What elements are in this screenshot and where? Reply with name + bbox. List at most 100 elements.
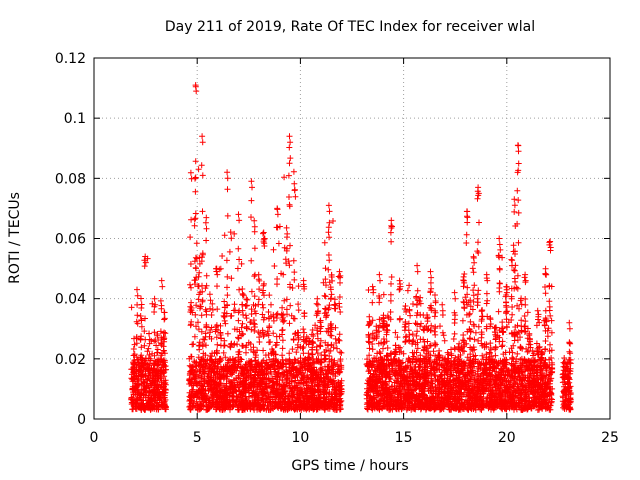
data-point xyxy=(152,301,159,308)
data-point xyxy=(260,229,267,236)
data-point xyxy=(251,245,258,252)
data-point xyxy=(199,254,205,261)
data-point xyxy=(248,288,255,295)
data-point xyxy=(427,279,434,286)
data-point xyxy=(287,242,293,249)
data-point xyxy=(155,373,162,380)
data-point xyxy=(198,162,205,169)
data-point xyxy=(431,313,438,320)
data-point xyxy=(251,293,258,300)
data-point xyxy=(154,381,161,388)
data-point xyxy=(203,342,209,349)
data-point xyxy=(146,388,153,395)
data-point xyxy=(188,284,194,291)
data-point xyxy=(199,172,206,179)
data-point xyxy=(141,380,148,387)
data-point xyxy=(285,172,292,179)
data-point xyxy=(187,400,194,407)
data-point xyxy=(436,347,443,354)
data-point xyxy=(414,268,421,275)
data-point xyxy=(406,282,413,289)
data-point xyxy=(142,259,149,266)
data-point xyxy=(214,341,221,348)
data-point xyxy=(483,290,490,297)
data-point xyxy=(337,279,343,286)
data-point xyxy=(161,399,168,406)
data-point xyxy=(209,306,216,313)
data-point xyxy=(484,313,491,320)
data-point xyxy=(255,271,262,278)
data-point xyxy=(328,291,335,298)
data-point xyxy=(377,277,383,284)
data-point xyxy=(317,343,323,350)
data-point xyxy=(199,343,206,350)
data-point xyxy=(196,254,203,261)
data-point xyxy=(221,232,228,239)
data-point xyxy=(325,202,332,209)
data-point xyxy=(256,339,263,345)
data-point xyxy=(321,292,328,299)
data-point xyxy=(154,349,160,356)
data-point xyxy=(279,352,286,359)
data-point xyxy=(243,302,250,309)
data-point xyxy=(405,320,412,327)
data-point xyxy=(313,300,320,307)
data-point xyxy=(248,311,255,317)
data-point xyxy=(221,342,228,349)
data-point xyxy=(187,406,194,413)
data-point xyxy=(366,345,373,352)
data-point xyxy=(224,292,231,299)
data-point xyxy=(469,265,476,272)
data-point xyxy=(388,274,395,280)
data-point xyxy=(144,376,151,383)
data-point xyxy=(160,388,167,395)
data-point xyxy=(266,292,273,299)
data-point xyxy=(338,349,345,356)
data-point xyxy=(137,404,143,411)
data-point xyxy=(188,394,195,401)
data-point xyxy=(475,239,481,246)
data-point xyxy=(151,309,158,315)
data-point xyxy=(451,330,458,337)
data-point xyxy=(161,347,167,354)
data-point xyxy=(336,331,343,338)
data-point xyxy=(301,310,308,316)
data-point xyxy=(214,271,221,278)
data-point xyxy=(284,230,291,237)
data-point xyxy=(137,396,144,403)
data-point xyxy=(195,326,202,333)
data-point xyxy=(157,328,164,335)
data-point xyxy=(384,345,391,351)
data-point xyxy=(389,223,395,230)
data-point xyxy=(239,320,246,327)
data-point xyxy=(260,230,266,237)
data-point xyxy=(161,316,168,323)
data-point xyxy=(466,310,473,317)
data-point xyxy=(414,287,421,294)
data-point xyxy=(470,287,477,294)
data-point xyxy=(208,312,215,318)
data-point xyxy=(255,296,262,303)
data-point xyxy=(192,188,199,195)
data-point xyxy=(461,271,468,277)
grid-lines xyxy=(94,58,610,419)
data-point xyxy=(138,295,144,302)
data-point xyxy=(251,273,258,280)
data-point xyxy=(196,346,203,353)
data-point xyxy=(196,380,203,387)
data-point xyxy=(334,345,340,352)
data-point xyxy=(187,378,194,385)
data-point xyxy=(292,193,299,200)
data-point xyxy=(256,286,263,293)
data-point xyxy=(274,211,281,218)
data-point xyxy=(145,382,152,389)
data-point xyxy=(228,275,235,282)
data-point xyxy=(202,360,209,367)
data-point xyxy=(138,360,145,367)
data-point xyxy=(251,223,258,230)
data-point xyxy=(255,301,262,308)
data-point xyxy=(268,301,274,308)
data-point xyxy=(138,301,145,308)
data-point xyxy=(202,391,209,397)
data-point xyxy=(451,289,458,296)
